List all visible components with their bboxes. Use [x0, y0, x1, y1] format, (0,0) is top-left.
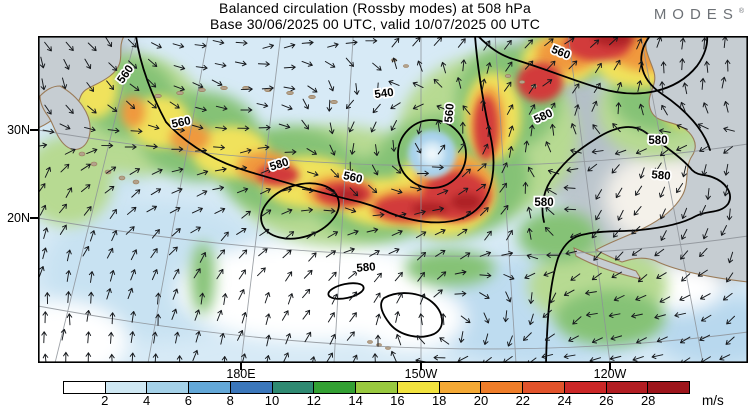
contour-580-ridge	[541, 126, 731, 363]
colorbar-segment	[271, 382, 314, 393]
parallel-line	[38, 129, 748, 167]
contour-580-teardrop	[380, 292, 443, 338]
graticule	[38, 36, 748, 363]
lat-label: 20N	[7, 211, 30, 225]
wind-vectors	[38, 36, 736, 363]
lat-tick	[30, 129, 38, 131]
meridian-line	[54, 36, 136, 363]
cyclone-core	[408, 130, 456, 178]
colorbar-segment	[396, 382, 439, 393]
lon-label: 180E	[226, 367, 256, 381]
parallel-line	[38, 305, 748, 350]
colorbar-tick-label: 4	[142, 393, 151, 408]
lon-tick	[240, 363, 242, 370]
colorbar-segment	[438, 382, 481, 393]
colorbar-tick-label: 12	[306, 393, 322, 408]
meridian-line	[333, 36, 354, 363]
contour-560-trough	[135, 36, 495, 224]
colorbar-tick-label: 18	[431, 393, 447, 408]
contour-label: 580	[648, 135, 667, 147]
map-panel: 540560560560560560560580580580580580580	[38, 36, 748, 363]
colorbar-tick-label: 2	[101, 393, 109, 408]
colorbar-segment	[647, 382, 690, 393]
colorbar-segment	[146, 382, 189, 393]
contour-label-layer: 540560560560560560560580580580580580580	[114, 42, 673, 277]
colorbar-tick-label: 6	[184, 393, 193, 408]
modes-logo-mark: ®	[738, 8, 744, 15]
contour-label: 560	[443, 103, 457, 123]
colorbar-segment	[480, 382, 523, 393]
colorbar-tick-label: 10	[264, 393, 280, 408]
colorbar-tick-label: 22	[515, 393, 531, 408]
contour-540-closed	[397, 119, 467, 189]
meridian-line	[640, 36, 704, 363]
parallel-line	[38, 217, 748, 257]
colorbar-unit: m/s	[702, 393, 724, 408]
chart-subtitle: Base 30/06/2025 00 UTC, valid 10/07/2025…	[209, 15, 541, 32]
lon-tick	[420, 363, 422, 370]
meridian-line	[494, 36, 517, 363]
contour-580-blob-small	[327, 282, 365, 300]
map-frame	[38, 36, 748, 363]
colorbar-segment	[188, 382, 230, 393]
meridian-line	[147, 36, 209, 363]
modes-logo: MODES®	[654, 6, 744, 23]
contour-label: 560	[342, 170, 363, 186]
colorbar-segment	[522, 382, 564, 393]
meridian-line	[240, 36, 282, 363]
colorbar-segment	[313, 382, 356, 393]
map-canvas: 540560560560560560560580580580580580580	[38, 36, 748, 363]
colorbar-tick-label: 8	[226, 393, 234, 408]
land-north-america	[594, 36, 748, 283]
colorbar-tick-label: 16	[390, 393, 405, 408]
land-kamchatka	[39, 85, 91, 150]
chart-title: Balanced circulation (Rossby modes) at 5…	[219, 0, 531, 16]
contour-label: 560	[171, 115, 192, 131]
height-contours	[135, 36, 731, 363]
lat-tick	[30, 217, 38, 219]
meridian-line	[567, 36, 611, 363]
contour-label: 580	[651, 169, 671, 183]
colorbar-tick-label: 20	[473, 393, 489, 408]
contour-label: 580	[356, 261, 376, 275]
modes-logo-text: MODES	[653, 6, 739, 23]
colorbar-tick-label: 26	[599, 393, 614, 408]
contour-560-north	[477, 36, 709, 95]
colorbar-segment	[355, 382, 397, 393]
chart-titles: Balanced circulation (Rossby modes) at 5…	[0, 0, 750, 32]
lon-label: 150W	[404, 367, 438, 381]
contour-northeast-corner	[640, 36, 711, 151]
colorbar-segment	[64, 382, 105, 393]
coastlines	[38, 36, 748, 350]
contour-label: 540	[374, 87, 395, 102]
colorbar-tick-label: 24	[557, 393, 572, 408]
colorbar-tick-label: 28	[640, 393, 656, 408]
contour-label: 580	[534, 197, 553, 209]
colorbar-segment	[605, 382, 648, 393]
colorbar-segment	[104, 382, 147, 393]
lat-label: 30N	[7, 123, 30, 137]
lon-tick	[609, 363, 611, 370]
colorbar	[63, 381, 690, 394]
map-art: 540560560560560560560580580580580580580	[38, 36, 748, 363]
colorbar-segment	[229, 382, 272, 393]
lon-label: 120W	[593, 367, 627, 381]
colorbar-segment	[563, 382, 606, 393]
island-hawaii	[367, 340, 373, 344]
contour-580-closed-west	[260, 182, 340, 240]
colorbar-tick-label: 14	[348, 393, 363, 408]
